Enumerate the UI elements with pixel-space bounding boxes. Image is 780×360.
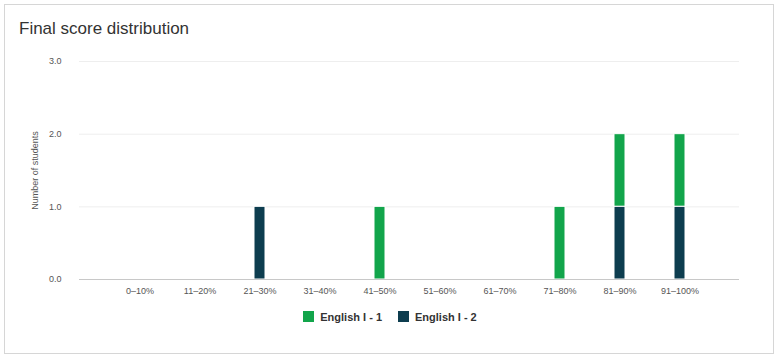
svg-text:61–70%: 61–70%: [483, 286, 516, 296]
svg-text:0–10%: 0–10%: [126, 286, 154, 296]
svg-text:3.0: 3.0: [49, 56, 62, 66]
svg-text:81–90%: 81–90%: [603, 286, 636, 296]
svg-text:Number of students: Number of students: [30, 131, 40, 210]
svg-text:51–60%: 51–60%: [423, 286, 456, 296]
svg-text:41–50%: 41–50%: [363, 286, 396, 296]
svg-text:31–40%: 31–40%: [303, 286, 336, 296]
html-text:English I - 2: English I - 2: [415, 311, 477, 323]
html-text:Final score distribution: Final score distribution: [19, 19, 190, 38]
svg-text:1.0: 1.0: [49, 202, 62, 212]
svg-text:91–100%: 91–100%: [661, 286, 699, 296]
svg-text:0.0: 0.0: [49, 274, 62, 284]
svg-text:2.0: 2.0: [49, 129, 62, 139]
svg-text:71–80%: 71–80%: [543, 286, 576, 296]
html-text:English I - 1: English I - 1: [320, 311, 382, 323]
svg-text:11–20%: 11–20%: [184, 286, 216, 296]
svg-text:21–30%: 21–30%: [243, 286, 276, 296]
